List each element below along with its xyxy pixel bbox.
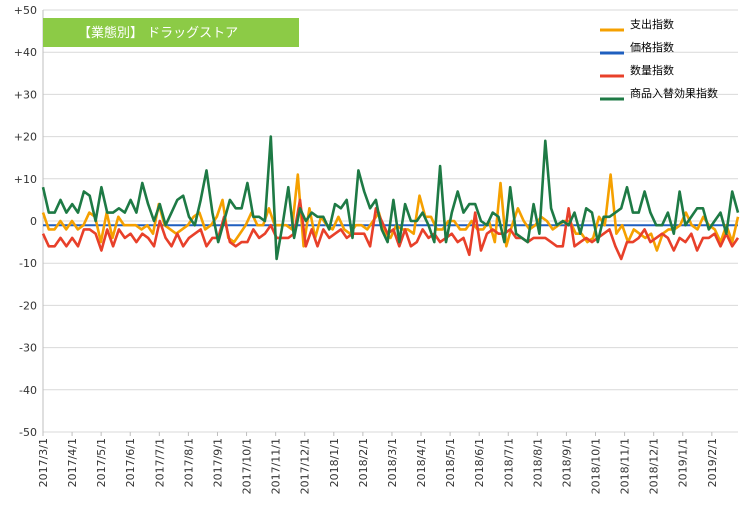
x-tick-label: 2017/5/1 [95, 438, 108, 487]
x-tick-label: 2018/10/1 [590, 438, 603, 494]
y-tick-label: -20 [19, 299, 37, 312]
x-tick-label: 2018/12/1 [648, 438, 661, 494]
chart-title-box: 【業態別】 ドラッグストア [43, 18, 299, 47]
x-tick-label: 2018/6/1 [473, 438, 486, 487]
x-tick-label: 2018/9/1 [560, 438, 573, 487]
x-tick-label: 2018/8/1 [531, 438, 544, 487]
legend-label-2: 数量指数 [630, 63, 674, 77]
x-tick-label: 2019/2/1 [706, 438, 719, 487]
x-tick-label: 2018/7/1 [502, 438, 515, 487]
x-tick-label: 2018/3/1 [386, 438, 399, 487]
x-tick-label: 2017/6/1 [124, 438, 137, 487]
y-tick-label: +20 [14, 131, 37, 144]
y-tick-label: -40 [19, 384, 37, 397]
x-tick-label: 2018/1/1 [328, 438, 341, 487]
x-tick-label: 2019/1/1 [677, 438, 690, 487]
chart-title: 【業態別】 ドラッグストア [78, 25, 238, 41]
y-axis: +50 +40 +30 +20 +10 0 -10 -20 -30 -40 -50 [14, 4, 37, 439]
y-tick-label: -30 [19, 342, 37, 355]
x-tick-label: 2018/4/1 [415, 438, 428, 487]
y-tick-label: +50 [14, 4, 37, 17]
y-tick-label: +40 [14, 46, 37, 59]
legend-label-1: 価格指数 [630, 40, 674, 54]
x-tick-label: 2017/4/1 [66, 438, 79, 487]
x-tick-label: 2017/9/1 [211, 438, 224, 487]
x-tick-label: 2017/10/1 [241, 438, 254, 494]
x-tick-label: 2018/2/1 [357, 438, 370, 487]
x-tick-label: 2018/11/1 [619, 438, 632, 494]
y-tick-label: -50 [19, 426, 37, 439]
x-tick-label: 2017/11/1 [270, 438, 283, 494]
y-tick-label: -10 [19, 257, 37, 270]
chart-title-background [43, 18, 299, 47]
x-axis: 2017/3/1 2017/4/1 2017/5/1 2017/6/1 2017/7/1… [37, 432, 719, 494]
y-tick-label: 0 [30, 215, 37, 228]
x-tick-label: 2018/5/1 [444, 438, 457, 487]
x-tick-label: 2017/7/1 [153, 438, 166, 487]
legend-label-3: 商品入替効果指数 [630, 86, 718, 100]
series-line-3 [41, 135, 740, 261]
x-tick-label: 2017/3/1 [37, 438, 50, 487]
series-line-2 [41, 198, 740, 261]
y-tick-label: +30 [14, 88, 37, 101]
x-tick-label: 2017/8/1 [182, 438, 195, 487]
y-tick-label: +10 [14, 173, 37, 186]
x-tick-label: 2017/12/1 [299, 438, 312, 494]
series-layer [41, 135, 740, 261]
legend-label-0: 支出指数 [630, 17, 674, 31]
